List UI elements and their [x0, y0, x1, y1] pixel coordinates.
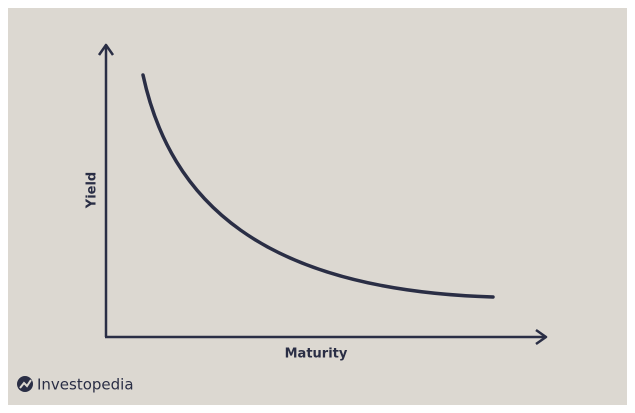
y-axis-label: Yield [85, 172, 100, 209]
logo: Investopedia [17, 376, 134, 394]
logo-icon-mark [19, 379, 32, 389]
logo-text: Investopedia [37, 376, 134, 394]
x-axis-label: Maturity [285, 347, 348, 362]
yield-curve [141, 73, 495, 299]
y-axis-arrow [97, 43, 115, 56]
x-axis-arrow [535, 328, 548, 346]
background [8, 8, 627, 405]
